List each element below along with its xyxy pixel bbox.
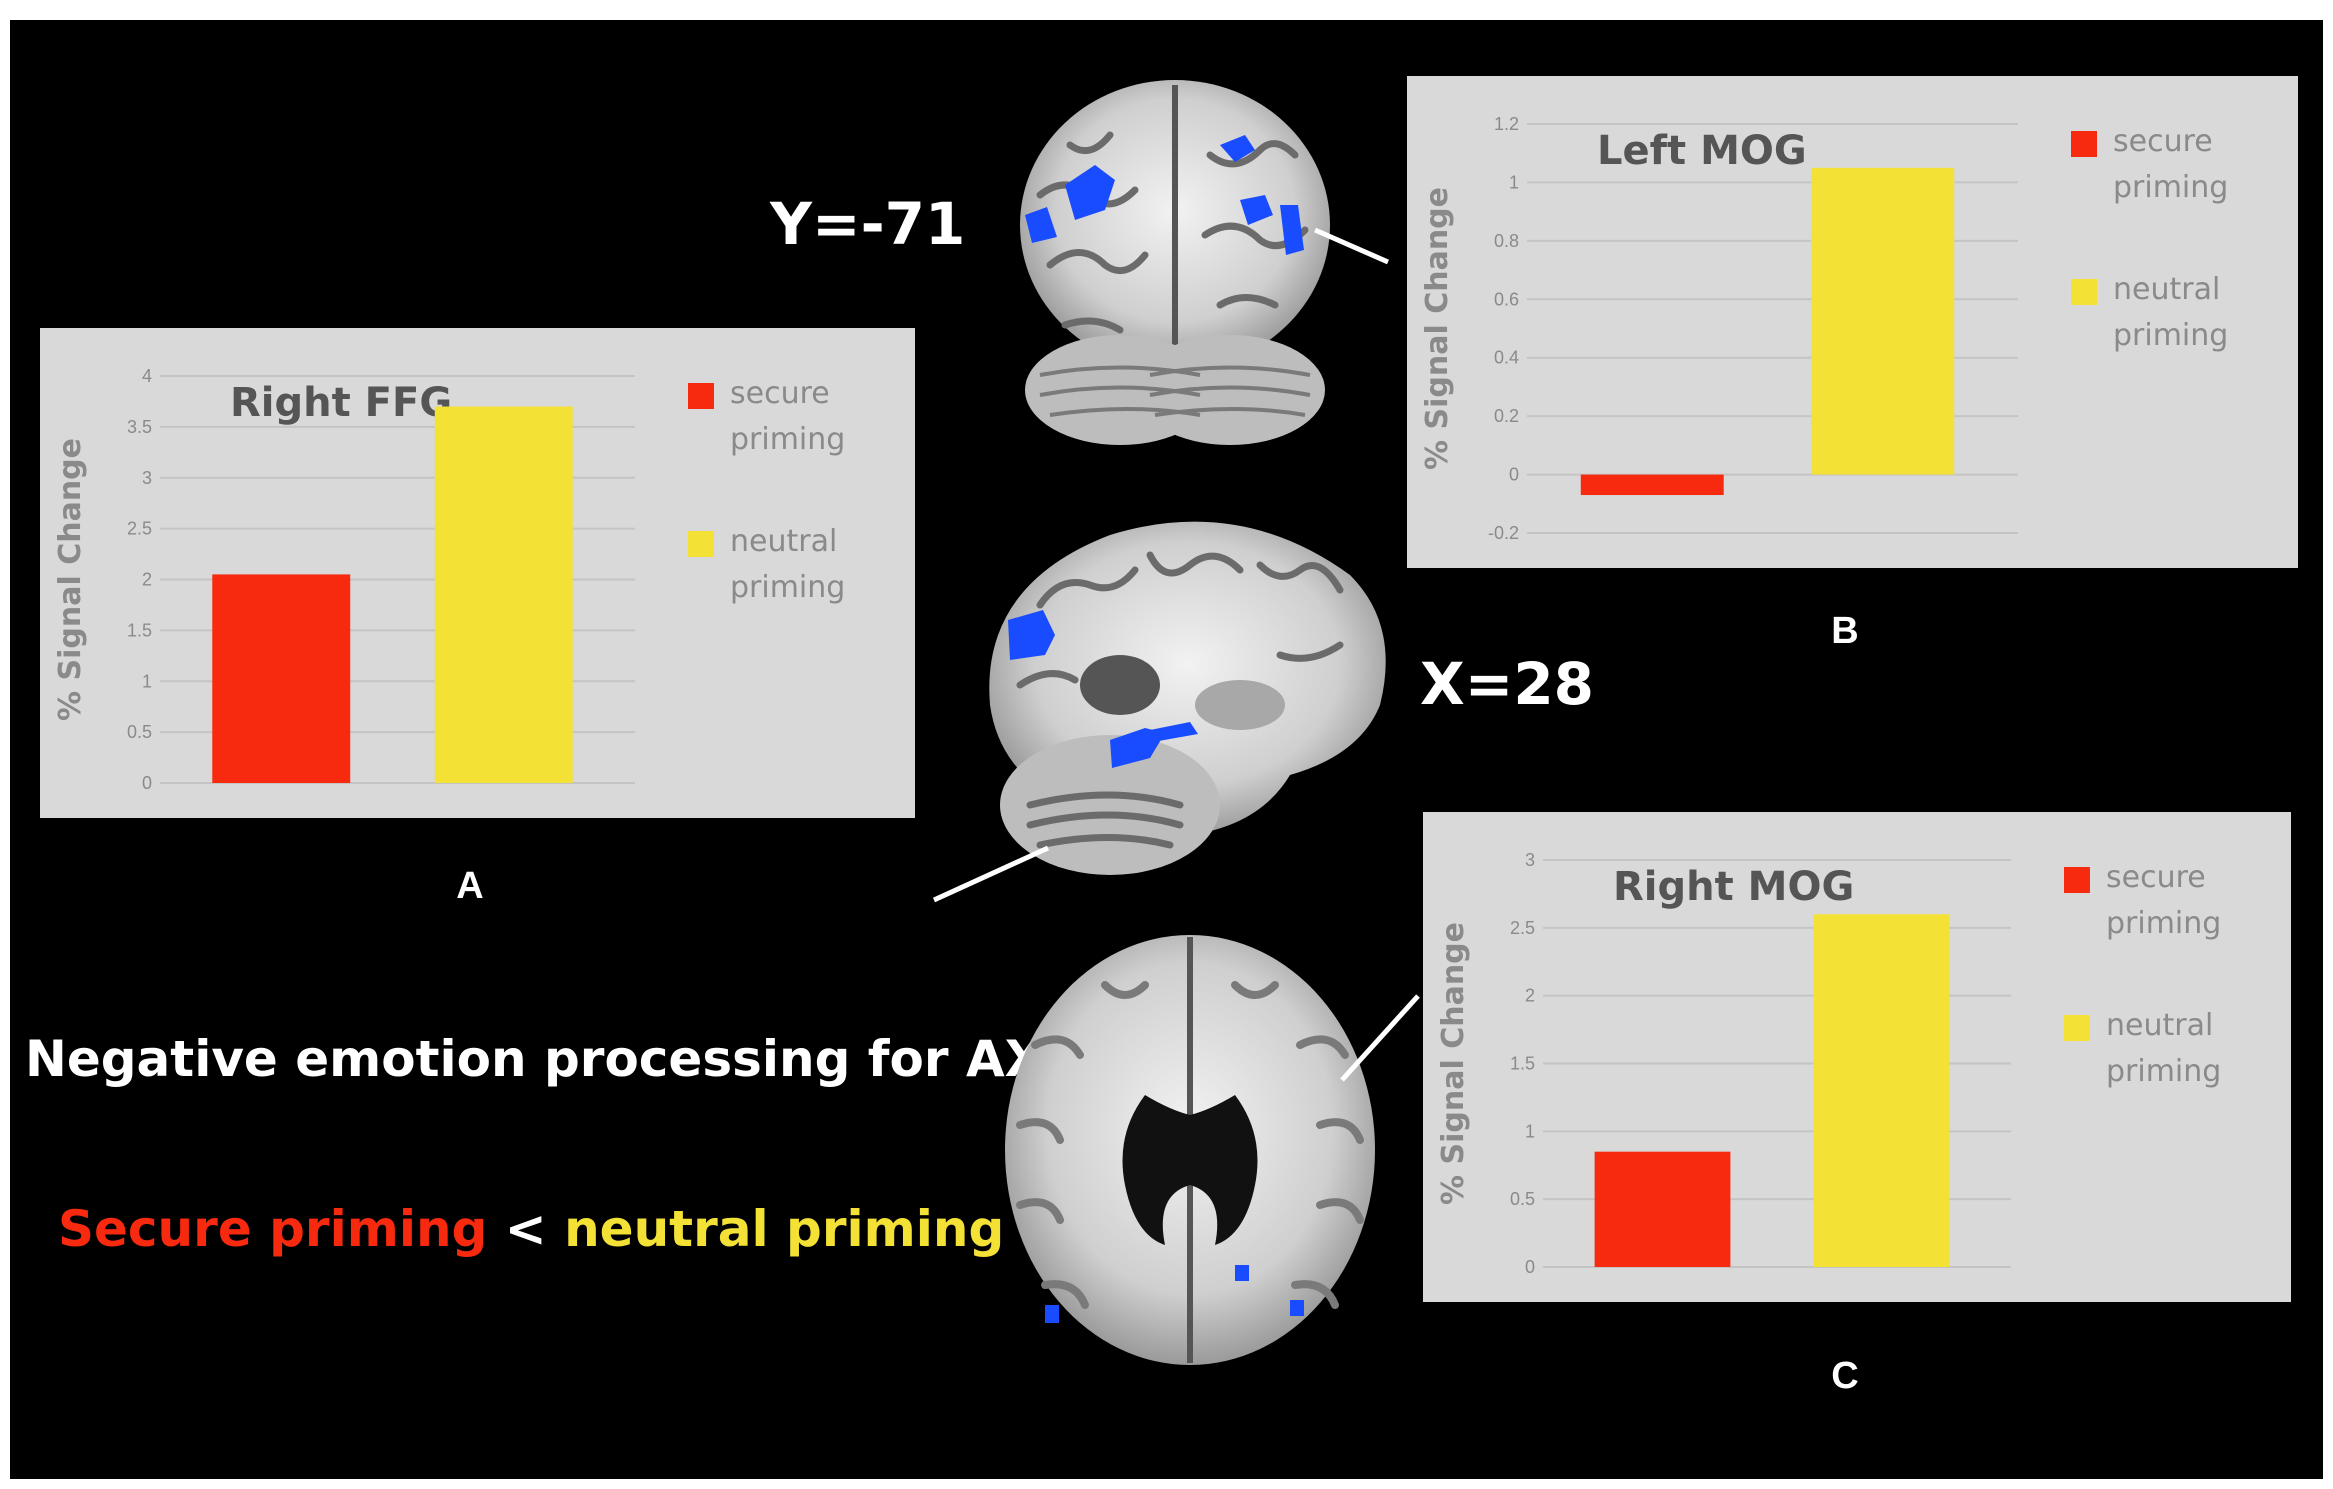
panel-letter-a: A xyxy=(456,865,484,907)
y-tick-label: -0.2 xyxy=(1488,523,1519,543)
y-tick-label: 3 xyxy=(142,468,152,488)
y-tick-label: 0.8 xyxy=(1494,231,1519,251)
y-axis-label: % Signal Change xyxy=(53,438,88,721)
legend-label: neutral xyxy=(2106,1008,2213,1043)
y-tick-label: 2.5 xyxy=(127,519,152,539)
chart-title: Right MOG xyxy=(1613,864,1854,910)
y-tick-label: 2.5 xyxy=(1510,918,1535,938)
caption-secure: Secure priming xyxy=(58,1200,488,1258)
sagittal-slice-label: X=28 xyxy=(1420,650,1595,718)
caption-neutral: neutral priming xyxy=(564,1200,1005,1258)
y-tick-label: 3 xyxy=(1525,850,1535,870)
caption-less-than: < xyxy=(487,1200,565,1258)
legend-swatch xyxy=(2064,867,2090,893)
sagittal-brain-slice xyxy=(989,521,1386,875)
y-tick-label: 1.2 xyxy=(1494,114,1519,134)
chart-panel-c: 0 0.5 1 1.5 2 2.5 3 % Signal Change Right MOG sec… xyxy=(1423,812,2291,1302)
chart-panel-b: -0.2 0 0.2 0.4 0.6 0.8 1 1.2 % Signal Change Left… xyxy=(1407,76,2298,568)
pointer-line-a xyxy=(932,845,1050,903)
chart-title: Left MOG xyxy=(1597,128,1807,174)
caption-title: Negative emotion processing for AX xyxy=(25,1030,1044,1088)
bar-secure-priming xyxy=(1594,1151,1731,1267)
legend-label: priming xyxy=(2106,906,2221,941)
y-tick-label: 0.5 xyxy=(1510,1189,1535,1209)
legend-swatch xyxy=(688,383,714,409)
y-tick-label: 0.6 xyxy=(1494,289,1519,309)
chart-svg: 0 0.5 1 1.5 2 2.5 3 % Signal Change Right MOG sec… xyxy=(1436,850,2221,1277)
y-axis-label: % Signal Change xyxy=(1436,922,1471,1205)
y-tick-label: 1 xyxy=(142,671,152,691)
legend-swatch xyxy=(688,531,714,557)
chart-svg: 0 0.5 1 1.5 2 2.5 3 3.5 4 % Signal Change Right FF… xyxy=(53,366,845,793)
chart-panel-a: 0 0.5 1 1.5 2 2.5 3 3.5 4 % Signal Change Right FF… xyxy=(40,328,915,818)
legend-label: secure xyxy=(2106,860,2206,895)
y-tick-label: 0 xyxy=(142,773,152,793)
panel-letter-c: C xyxy=(1831,1355,1859,1397)
figure-stage: 0 0.5 1 1.5 2 2.5 3 3.5 4 % Signal Change Right FF… xyxy=(10,20,2323,1479)
y-tick-label: 0 xyxy=(1525,1257,1535,1277)
pointer-line-c xyxy=(1340,994,1420,1082)
coronal-slice-label: Y=-71 xyxy=(770,190,966,258)
bar-secure-priming xyxy=(212,574,351,783)
y-tick-label: 4 xyxy=(142,366,152,386)
y-tick-label: 0.5 xyxy=(127,722,152,742)
y-tick-label: 2 xyxy=(1525,986,1535,1006)
coronal-brain-slice xyxy=(1020,80,1330,445)
y-tick-label: 0 xyxy=(1509,465,1519,485)
bar-neutral-priming xyxy=(1811,167,1955,475)
bar-secure-priming xyxy=(1580,474,1724,496)
y-tick-label: 1 xyxy=(1509,172,1519,192)
pointer-line-b xyxy=(1313,227,1390,265)
y-tick-label: 2 xyxy=(142,570,152,590)
chart-svg: -0.2 0 0.2 0.4 0.6 0.8 1 1.2 % Signal Change Left… xyxy=(1420,114,2228,543)
bar-neutral-priming xyxy=(434,406,573,783)
legend-label: priming xyxy=(2113,318,2228,353)
caption-comparison: Secure priming < neutral priming xyxy=(58,1200,1004,1258)
legend-label: neutral xyxy=(2113,272,2220,307)
y-tick-label: 3.5 xyxy=(127,417,152,437)
axial-brain-slice xyxy=(1005,935,1375,1365)
legend-label: priming xyxy=(2113,170,2228,205)
panel-letter-b: B xyxy=(1831,610,1859,652)
bar-neutral-priming xyxy=(1813,914,1950,1267)
y-axis-label: % Signal Change xyxy=(1420,187,1455,470)
legend-label: secure xyxy=(2113,124,2213,159)
legend-label: priming xyxy=(730,422,845,457)
chart-title: Right FFG xyxy=(230,380,452,426)
legend-label: secure xyxy=(730,376,830,411)
y-tick-label: 1 xyxy=(1525,1121,1535,1141)
y-tick-label: 0.4 xyxy=(1494,348,1519,368)
legend-swatch xyxy=(2064,1015,2090,1041)
y-tick-label: 1.5 xyxy=(1510,1054,1535,1074)
legend-label: neutral xyxy=(730,524,837,559)
y-tick-label: 1.5 xyxy=(127,620,152,640)
y-tick-label: 0.2 xyxy=(1494,406,1519,426)
legend-label: priming xyxy=(2106,1054,2221,1089)
legend-label: priming xyxy=(730,570,845,605)
legend-swatch xyxy=(2071,131,2097,157)
legend-swatch xyxy=(2071,279,2097,305)
